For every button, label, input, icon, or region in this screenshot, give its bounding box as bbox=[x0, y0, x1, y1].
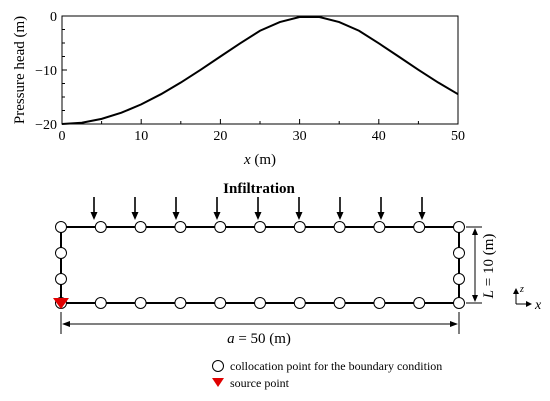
x-axis-ticks: 0 10 20 30 40 50 bbox=[59, 119, 465, 144]
collocation-point bbox=[94, 221, 107, 233]
collocation-point bbox=[453, 247, 465, 259]
source-legend-label: source point bbox=[230, 376, 290, 390]
collocation-point bbox=[174, 297, 187, 309]
collocation-legend-label: collocation point for the boundary condi… bbox=[230, 359, 442, 373]
infiltration-arrow bbox=[377, 197, 385, 220]
collocation-point bbox=[254, 297, 266, 309]
infiltration-arrow bbox=[336, 197, 344, 220]
collocation-point bbox=[55, 221, 67, 233]
collocation-point bbox=[174, 221, 187, 233]
infiltration-arrow bbox=[90, 197, 98, 220]
y-tick-label: 0 bbox=[50, 10, 57, 25]
collocation-point bbox=[373, 297, 386, 309]
infiltration-arrow bbox=[172, 197, 180, 220]
collocation-point bbox=[293, 297, 306, 309]
collocation-point bbox=[94, 297, 107, 309]
width-label: a = 50 (m) bbox=[227, 331, 291, 347]
x-axis-variable: x bbox=[243, 152, 251, 168]
collocation-point bbox=[55, 247, 67, 259]
collocation-point bbox=[453, 273, 465, 285]
pressure-head-curve bbox=[61, 16, 459, 125]
infiltration-label: Infiltration bbox=[223, 181, 295, 197]
axis-z-label: z bbox=[519, 284, 524, 295]
height-label: L = 10 (m) bbox=[481, 234, 497, 300]
collocation-points bbox=[55, 221, 465, 309]
collocation-point bbox=[413, 297, 426, 309]
y-tick-label: −20 bbox=[35, 118, 57, 133]
collocation-point bbox=[214, 297, 227, 309]
y-axis-ticks: 0 −10 −20 bbox=[35, 10, 67, 133]
x-tick-label: 20 bbox=[213, 129, 227, 144]
legend: collocation point for the boundary condi… bbox=[212, 359, 442, 390]
infiltration-arrow bbox=[213, 197, 221, 220]
collocation-point bbox=[134, 297, 147, 309]
collocation-point bbox=[134, 221, 147, 233]
x-tick-label: 10 bbox=[134, 129, 148, 144]
infiltration-arrow bbox=[418, 197, 426, 220]
domain-boundary bbox=[60, 226, 460, 304]
plot-frame bbox=[61, 15, 459, 125]
x-tick-label: 30 bbox=[293, 129, 307, 144]
collocation-point bbox=[453, 297, 465, 309]
x-tick-label: 40 bbox=[372, 129, 386, 144]
collocation-point bbox=[254, 221, 266, 233]
infiltration-arrow bbox=[295, 197, 303, 220]
source-point-marker bbox=[53, 298, 69, 309]
collocation-legend-symbol bbox=[212, 360, 224, 372]
collocation-point bbox=[413, 221, 426, 233]
width-dimension: a = 50 (m) bbox=[60, 312, 460, 347]
y-tick-label: −10 bbox=[35, 64, 57, 79]
collocation-point bbox=[333, 297, 346, 309]
coordinate-axes: x z bbox=[513, 284, 542, 313]
collocation-point bbox=[293, 221, 306, 233]
collocation-point bbox=[214, 221, 227, 233]
collocation-point bbox=[333, 221, 346, 233]
x-axis-unit: (m) bbox=[251, 152, 276, 168]
axis-x-label: x bbox=[534, 298, 542, 313]
collocation-point bbox=[373, 221, 386, 233]
source-legend-symbol bbox=[212, 378, 224, 387]
height-dimension: L = 10 (m) bbox=[466, 226, 497, 304]
x-axis-label: x (m) bbox=[243, 152, 276, 168]
collocation-point bbox=[55, 273, 67, 285]
x-tick-label: 50 bbox=[451, 129, 465, 144]
y-axis-label: Pressure head (m) bbox=[12, 16, 28, 124]
infiltration-arrow bbox=[254, 197, 262, 220]
infiltration-arrow bbox=[131, 197, 139, 220]
infiltration-arrows bbox=[90, 197, 426, 220]
collocation-point bbox=[453, 221, 465, 233]
x-tick-label: 0 bbox=[59, 129, 66, 144]
domain-diagram: Infiltration L = 10 (m) a = 50 (m) bbox=[53, 181, 542, 347]
pressure-head-chart: 0 −10 −20 0 10 20 30 40 50 Pressure head (m) x … bbox=[12, 10, 465, 168]
